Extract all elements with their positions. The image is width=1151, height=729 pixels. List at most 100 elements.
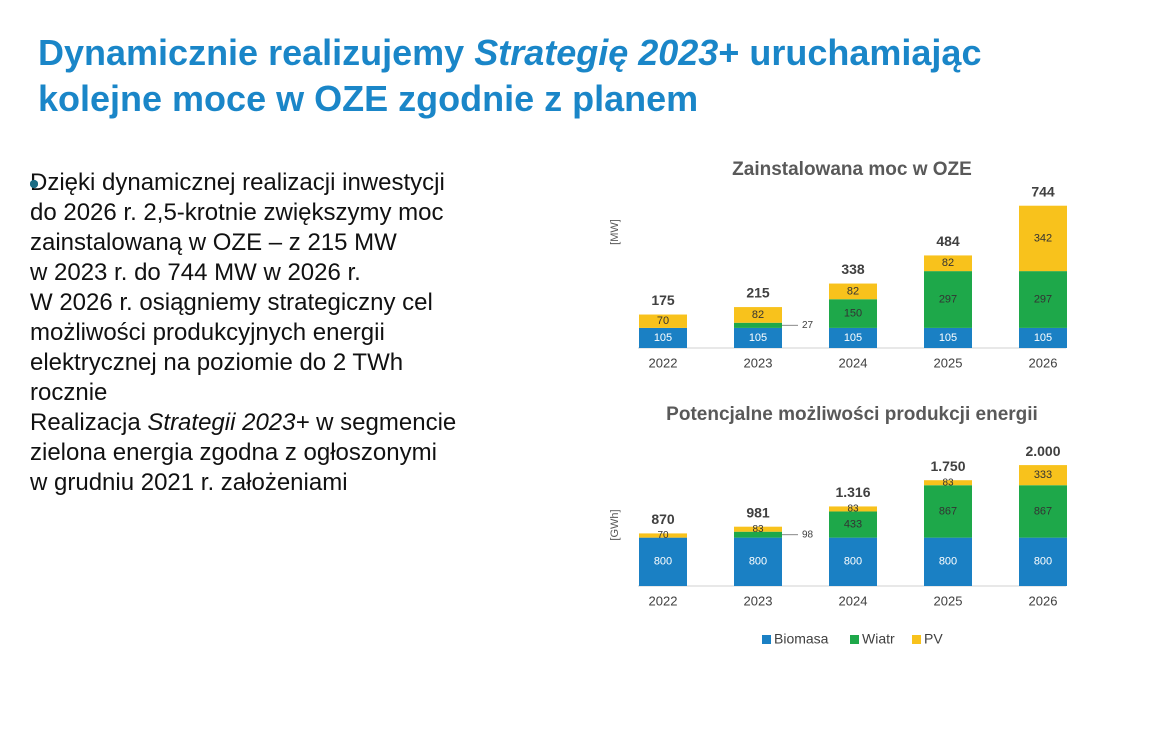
bullet-line: zielona energia zgodna z ogłoszonymi: [30, 438, 456, 468]
legend-swatch: [762, 635, 771, 644]
data-label: 800: [939, 556, 957, 568]
total-label: 484: [936, 233, 960, 249]
bar-segment: [829, 327, 877, 348]
x-tick-label: 2024: [839, 593, 868, 608]
data-label: 82: [942, 257, 954, 269]
bar-segment: [924, 537, 972, 586]
text-run: rocznie: [30, 379, 108, 406]
data-label: 297: [1034, 293, 1052, 305]
text-run: Strategii 2023+: [147, 409, 310, 436]
total-label: 338: [841, 261, 865, 277]
data-label: 333: [1034, 469, 1052, 481]
bullet-dot: [30, 180, 38, 188]
total-label: 2.000: [1025, 443, 1060, 459]
bar-segment: [1019, 327, 1067, 348]
bullet-line: W 2026 r. osiągniemy strategiczny cel: [30, 288, 456, 318]
text-run: Realizacja: [30, 409, 148, 436]
bullet-line: zainstalowaną w OZE – z 215 MW: [30, 228, 456, 258]
data-label: 70: [657, 315, 669, 327]
bar-segment: [924, 327, 972, 348]
data-label: 342: [1034, 232, 1052, 244]
text-run: w segmencie: [309, 409, 457, 436]
title-line: Dynamicznie realizujemy Strategię 2023+ …: [38, 30, 981, 76]
text-run: + uruchamiając: [718, 32, 982, 73]
bar-segment: [1019, 537, 1067, 586]
x-tick-label: 2025: [934, 355, 963, 370]
legend-label: PV: [924, 631, 943, 647]
bar-segment: [829, 283, 877, 300]
bar-segment: [734, 526, 782, 532]
x-tick-label: 2023: [744, 593, 773, 608]
text-run: możliwości produkcyjnych energii: [30, 319, 385, 346]
text-run: kolejne moce w OZE zgodnie z planem: [38, 78, 699, 119]
bar-segment: [734, 327, 782, 348]
bar-segment: [829, 537, 877, 586]
bar-segment: [1019, 465, 1067, 486]
bar-segment: [924, 485, 972, 538]
data-label: 27: [802, 320, 814, 331]
bullet: Realizacja Strategii 2023+ w segmencie zi…: [30, 180, 456, 498]
x-tick-label: 2026: [1029, 593, 1058, 608]
bar-segment: [924, 480, 972, 486]
total-label: 215: [746, 285, 770, 301]
text-run: Dynamicznie realizujemy: [38, 32, 475, 73]
x-tick-label: 2022: [649, 355, 678, 370]
axis-label: [GWh]: [609, 509, 621, 540]
bullet-line: do 2026 r. 2,5-krotnie zwiększymy moc: [30, 198, 456, 228]
legend-swatch: [850, 635, 859, 644]
data-label: 105: [1034, 332, 1052, 344]
bullet-line: w grudniu 2021 r. założeniami: [30, 468, 456, 498]
bar-segment: [734, 322, 782, 328]
bar-segment: [924, 255, 972, 272]
bullet-line: możliwości produkcyjnych energii: [30, 318, 456, 348]
x-tick-label: 2025: [934, 593, 963, 608]
data-label: 83: [847, 504, 859, 515]
chart-title: Potencjalne możliwości produkcji energii: [666, 404, 1038, 425]
bar-segment: [829, 506, 877, 512]
data-label: 83: [942, 477, 954, 488]
x-tick-label: 2024: [839, 355, 868, 370]
bullet-line: Realizacja Strategii 2023+ w segmencie: [30, 408, 456, 438]
total-label: 1.750: [930, 458, 965, 474]
bar-segment: [734, 537, 782, 586]
data-label: 98: [802, 529, 814, 540]
total-label: 870: [651, 511, 675, 527]
total-label: 744: [1031, 183, 1055, 199]
data-label: 800: [1034, 556, 1052, 568]
data-label: 82: [847, 285, 859, 297]
text-run: do 2026 r. 2,5-krotnie zwiększymy moc: [30, 199, 444, 226]
text-run: Strategię 2023: [474, 32, 719, 73]
bullet-list: Dzięki dynamicznej realizacji inwestycji…: [30, 168, 456, 498]
bar-segment: [1019, 485, 1067, 538]
bullet-line: elektrycznej na poziomie do 2 TWh: [30, 348, 456, 378]
total-label: 1.316: [835, 484, 870, 500]
data-label: 105: [939, 332, 957, 344]
text-run: w grudniu 2021 r. założeniami: [30, 469, 348, 496]
x-tick-label: 2022: [649, 593, 678, 608]
text-run: Dzięki dynamicznej realizacji inwestycji: [30, 169, 445, 196]
data-label: 105: [654, 332, 672, 344]
data-label: 800: [654, 556, 672, 568]
data-label: 70: [657, 530, 669, 541]
bar-segment: [829, 511, 877, 538]
data-label: 105: [749, 332, 767, 344]
data-label: 105: [844, 332, 862, 344]
data-label: 297: [939, 293, 957, 305]
data-label: 433: [844, 518, 862, 530]
total-label: 175: [651, 292, 675, 308]
bar-segment: [829, 299, 877, 328]
data-label: 83: [752, 524, 764, 535]
bullet: Dzięki dynamicznej realizacji inwestycji…: [30, 168, 456, 288]
data-label: 867: [939, 505, 957, 517]
title-line: kolejne moce w OZE zgodnie z planem: [38, 76, 981, 122]
data-label: 867: [1034, 505, 1052, 517]
chart-title: Zainstalowana moc w OZE: [732, 159, 972, 180]
data-label: 82: [752, 309, 764, 321]
legend-swatch: [912, 635, 921, 644]
bar-segment: [639, 533, 687, 538]
bullet: W 2026 r. osiągniemy strategiczny cel moż…: [30, 180, 456, 408]
x-tick-label: 2026: [1029, 355, 1058, 370]
bullet-line: rocznie: [30, 378, 456, 408]
